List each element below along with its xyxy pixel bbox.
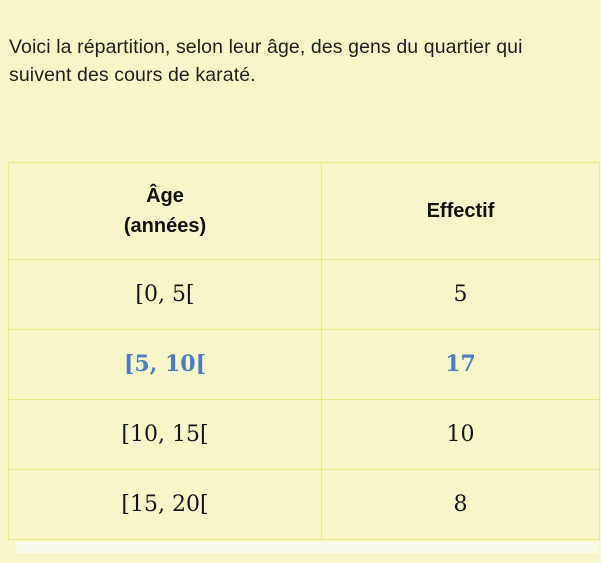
- age-header-line2: (années): [123, 214, 207, 237]
- horizontal-scrollbar[interactable]: [16, 541, 599, 553]
- table-header-row: Âge (années) Effectif: [8, 161, 600, 260]
- frequency-table: Âge (années) Effectif [0, 5[ 5 [5, 10[ 1…: [8, 161, 600, 540]
- table-row: [0, 5[ 5: [8, 258, 600, 330]
- table-row: [10, 15[ 10: [8, 398, 600, 470]
- age-cell: [0, 5[: [8, 258, 322, 330]
- frequency-table-container: Âge (années) Effectif [0, 5[ 5 [5, 10[ 1…: [8, 161, 601, 540]
- effectif-column-header: Effectif: [321, 161, 600, 260]
- table-row: [15, 20[ 8: [8, 468, 600, 540]
- age-cell: [10, 15[: [8, 398, 322, 470]
- effectif-cell: 8: [321, 468, 600, 540]
- intro-text: Voici la répartition, selon leur âge, de…: [9, 35, 523, 87]
- effectif-cell: 17: [321, 328, 600, 400]
- effectif-cell: 10: [321, 398, 600, 470]
- age-cell: [5, 10[: [8, 328, 322, 400]
- age-header-line1: Âge: [146, 184, 184, 207]
- effectif-cell: 5: [321, 258, 600, 330]
- table-row-highlighted: [5, 10[ 17: [8, 328, 600, 400]
- age-cell: [15, 20[: [8, 468, 322, 540]
- age-column-header: Âge (années): [8, 161, 322, 260]
